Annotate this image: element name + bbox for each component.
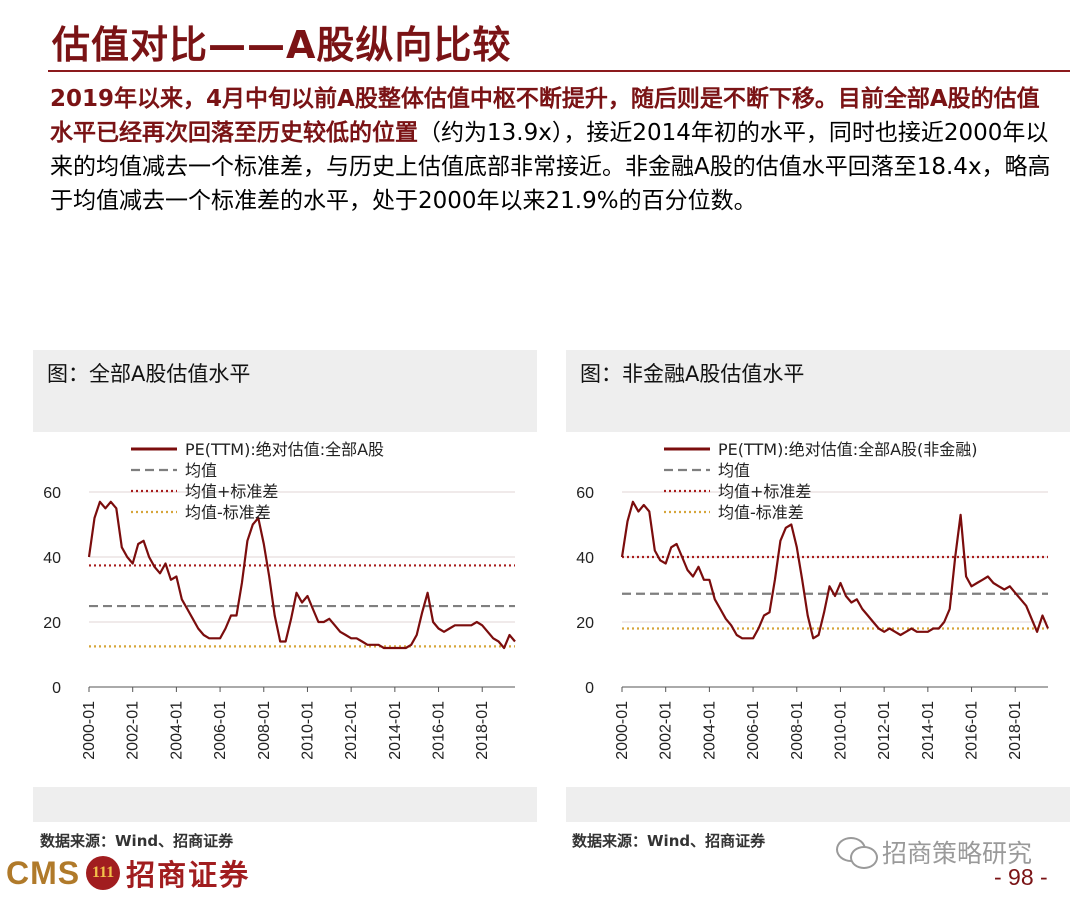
x-tick-label: 2010-01 (299, 701, 316, 760)
legend-label: 均值 (718, 461, 750, 480)
chart-panel-non-financial: 图：非金融A股估值水平 0 20 40 60 2000-01 2002-01 2004-01… (566, 350, 1070, 822)
wechat-watermark: 招商策略研究 (836, 834, 1032, 870)
pe-series-line (87, 500, 516, 650)
x-tick-label: 2006-01 (212, 701, 229, 760)
y-tick-label: 20 (43, 615, 61, 632)
title-divider (48, 70, 1070, 72)
x-tick-label: 2004-01 (701, 701, 718, 760)
logo-badge-text: 111 (91, 864, 115, 881)
y-tick-label: 0 (52, 680, 61, 697)
y-tick-label: 20 (576, 615, 594, 632)
x-tick-label: 2006-01 (745, 701, 762, 760)
logo-badge-icon: 111 (86, 856, 121, 890)
y-tick-label: 40 (43, 550, 61, 567)
chart-area: 0 20 40 60 2000-01 2002-01 2004-01 2006-01 2008-… (33, 432, 537, 787)
x-tick-label: 2008-01 (789, 701, 806, 760)
logo-chinese: 招商证券 (126, 858, 251, 892)
y-tick-label: 40 (576, 550, 594, 567)
page-number: - 98 - (994, 864, 1048, 890)
pe-chart-non-financial: 0 20 40 60 2000-01 2002-01 2004-01 2006-01 2008-… (576, 440, 1050, 760)
x-tick-label: 2016-01 (431, 701, 448, 760)
chart-title: 图：非金融A股估值水平 (580, 362, 805, 386)
x-tick-label: 2008-01 (256, 701, 273, 760)
x-tick-label: 2018-01 (474, 701, 491, 760)
x-tick-label: 2016-01 (964, 701, 981, 760)
x-tick-label: 2012-01 (343, 701, 360, 760)
legend-label: 均值 (185, 461, 217, 480)
legend-label: 均值-标准差 (185, 503, 271, 522)
legend-label: PE(TTM):绝对估值:全部A股 (185, 440, 384, 459)
x-tick-label: 2018-01 (1007, 701, 1024, 760)
y-tick-label: 0 (585, 680, 594, 697)
x-tick-label: 2012-01 (876, 701, 893, 760)
summary-highlight: 2019年以来，4月中旬以前A股整体估值中枢不断提升，随后则是不断下移。目前全部… (50, 86, 1040, 146)
x-tick-label: 2000-01 (614, 701, 631, 760)
cms-logo: CMS 111 招商证券 (6, 852, 250, 894)
source-note: 数据来源：Wind、招商证券 (40, 832, 234, 850)
chart-area: 0 20 40 60 2000-01 2002-01 2004-01 2006-01 2008-… (566, 432, 1070, 787)
x-tick-label: 2010-01 (832, 701, 849, 760)
x-tick-label: 2002-01 (125, 701, 142, 760)
x-tick-label: 2004-01 (168, 701, 185, 760)
wechat-account: 招商策略研究 (882, 839, 1033, 868)
chart-panel-all-a: 图：全部A股估值水平 0 20 40 60 2000-01 2002-01 2004-01 2… (33, 350, 537, 822)
legend-label: 均值+标准差 (718, 482, 811, 501)
wechat-icon (836, 837, 878, 869)
x-tick-label: 2000-01 (81, 701, 98, 760)
x-tick-label: 2014-01 (387, 701, 404, 760)
x-tick-label: 2014-01 (920, 701, 937, 760)
summary-text: （约为13.9x），接近2014年初的水平，同时也接近2000年以来的均值减去一… (50, 120, 1051, 214)
pe-series-line (620, 500, 1050, 640)
legend-label: 均值-标准差 (718, 503, 804, 522)
chart-title: 图：全部A股估值水平 (47, 362, 251, 386)
pe-chart-all-a: 0 20 40 60 2000-01 2002-01 2004-01 2006-01 2008-… (43, 440, 516, 760)
x-tick-label: 2002-01 (658, 701, 675, 760)
legend-label: PE(TTM):绝对估值:全部A股(非金融) (718, 440, 978, 459)
y-tick-label: 60 (43, 485, 61, 502)
page-title: 估值对比——A股纵向比较 (52, 23, 512, 67)
summary-paragraph: 2019年以来，4月中旬以前A股整体估值中枢不断提升，随后则是不断下移。目前全部… (50, 82, 1060, 218)
source-note: 数据来源：Wind、招商证券 (572, 832, 766, 850)
legend-label: 均值+标准差 (185, 482, 278, 501)
logo-latin: CMS (6, 854, 81, 891)
y-tick-label: 60 (576, 485, 594, 502)
